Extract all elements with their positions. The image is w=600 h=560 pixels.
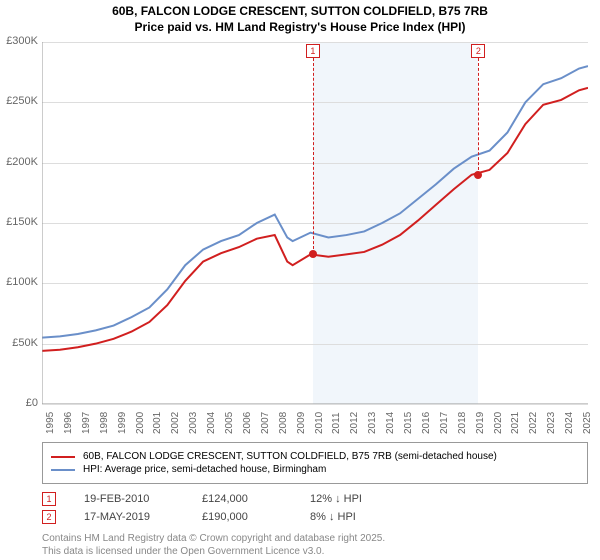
annotation-row-2: 2 17-MAY-2019 £190,000 8% ↓ HPI <box>42 510 362 524</box>
y-axis-label: £250K <box>6 95 38 107</box>
axes <box>42 42 588 404</box>
legend-swatch-2 <box>51 469 75 471</box>
x-axis-label: 2016 <box>421 412 432 434</box>
x-axis-label: 2004 <box>206 412 217 434</box>
annotation-marker-2: 2 <box>42 510 56 524</box>
series-hpi <box>42 66 588 338</box>
y-axis-label: £300K <box>6 35 38 47</box>
x-axis-label: 1996 <box>63 412 74 434</box>
x-axis-label: 2010 <box>314 412 325 434</box>
annotation-date-2: 17-MAY-2019 <box>84 511 174 523</box>
annotation-delta-1: 12% ↓ HPI <box>310 493 362 505</box>
x-axis-label: 2015 <box>403 412 414 434</box>
marker-stem <box>478 58 479 175</box>
x-axis-label: 2001 <box>152 412 163 434</box>
y-axis-label: £0 <box>26 397 38 409</box>
x-axis-label: 2008 <box>278 412 289 434</box>
legend-swatch-1 <box>51 456 75 458</box>
y-axis-label: £50K <box>12 337 38 349</box>
annotation-marker-1: 1 <box>42 492 56 506</box>
x-axis-label: 2019 <box>475 412 486 434</box>
x-axis-label: 1997 <box>81 412 92 434</box>
annotation-price-2: £190,000 <box>202 511 282 523</box>
marker-flag-1: 1 <box>306 44 320 58</box>
x-axis-label: 2005 <box>224 412 235 434</box>
x-axis-label: 1998 <box>99 412 110 434</box>
marker-stem <box>313 58 314 254</box>
x-axis-label: 2020 <box>493 412 504 434</box>
x-axis-label: 2014 <box>385 412 396 434</box>
x-axis-label: 2024 <box>564 412 575 434</box>
annotation-date-1: 19-FEB-2010 <box>84 493 174 505</box>
price-chart: £0£50K£100K£150K£200K£250K£300K199519961… <box>42 42 588 404</box>
y-axis-label: £150K <box>6 216 38 228</box>
chart-title-line1: 60B, FALCON LODGE CRESCENT, SUTTON COLDF… <box>0 0 600 20</box>
marker-flag-2: 2 <box>471 44 485 58</box>
x-axis-label: 2013 <box>367 412 378 434</box>
x-axis-label: 2012 <box>349 412 360 434</box>
annotation-price-1: £124,000 <box>202 493 282 505</box>
x-axis-label: 2023 <box>546 412 557 434</box>
y-axis-label: £200K <box>6 156 38 168</box>
x-axis-label: 2003 <box>188 412 199 434</box>
y-axis-label: £100K <box>6 276 38 288</box>
legend-label-2: HPI: Average price, semi-detached house,… <box>83 464 326 475</box>
footer-line-1: Contains HM Land Registry data © Crown c… <box>42 532 385 545</box>
x-axis-label: 2025 <box>582 412 593 434</box>
x-axis-label: 2007 <box>260 412 271 434</box>
annotation-table: 1 19-FEB-2010 £124,000 12% ↓ HPI 2 17-MA… <box>42 488 362 528</box>
chart-svg <box>42 42 588 404</box>
x-axis-label: 2009 <box>296 412 307 434</box>
x-axis-label: 2006 <box>242 412 253 434</box>
x-axis-label: 2011 <box>331 412 342 434</box>
annotation-row-1: 1 19-FEB-2010 £124,000 12% ↓ HPI <box>42 492 362 506</box>
annotation-delta-2: 8% ↓ HPI <box>310 511 356 523</box>
x-axis-label: 2022 <box>528 412 539 434</box>
legend-box: 60B, FALCON LODGE CRESCENT, SUTTON COLDF… <box>42 442 588 484</box>
footer-line-2: This data is licensed under the Open Gov… <box>42 545 385 558</box>
legend-item-price-paid: 60B, FALCON LODGE CRESCENT, SUTTON COLDF… <box>51 451 579 462</box>
x-axis-label: 2000 <box>135 412 146 434</box>
x-axis-label: 2021 <box>510 412 521 434</box>
series-price-paid <box>42 88 588 351</box>
chart-title-line2: Price paid vs. HM Land Registry's House … <box>0 20 600 34</box>
gridline <box>42 404 588 405</box>
x-axis-label: 2002 <box>170 412 181 434</box>
x-axis-label: 1995 <box>45 412 56 434</box>
legend-item-hpi: HPI: Average price, semi-detached house,… <box>51 464 579 475</box>
x-axis-label: 1999 <box>117 412 128 434</box>
legend-label-1: 60B, FALCON LODGE CRESCENT, SUTTON COLDF… <box>83 451 497 462</box>
footer-attribution: Contains HM Land Registry data © Crown c… <box>42 532 385 558</box>
x-axis-label: 2017 <box>439 412 450 434</box>
x-axis-label: 2018 <box>457 412 468 434</box>
